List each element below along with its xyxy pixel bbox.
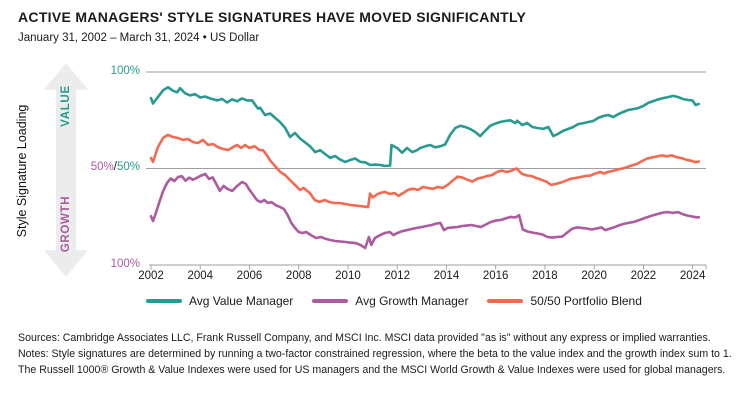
y-axis-label-bottom: 100% — [110, 258, 140, 270]
legend-swatch-avg-growth-manager — [312, 298, 349, 304]
x-axis-tick-label: 2018 — [532, 270, 558, 282]
y-axis-label-separator: / — [113, 161, 117, 173]
page-title: ACTIVE MANAGERS' STYLE SIGNATURES HAVE M… — [18, 9, 527, 25]
series-line-50-50-portfolio-blend — [149, 133, 701, 209]
x-axis-tick-label: 2014 — [433, 270, 460, 282]
x-axis-tick-label: 2016 — [482, 270, 509, 282]
legend-label: Avg Value Manager — [189, 294, 294, 308]
x-axis-tick-label: 2004 — [187, 270, 214, 282]
footnotes: Sources: Cambridge Associates LLC, Frank… — [18, 330, 735, 378]
y-axis-title: Style Signature Loading — [15, 104, 29, 238]
legend-swatch-50-50-portfolio-blend — [487, 298, 524, 304]
series-line-avg-growth-manager — [149, 172, 701, 250]
x-axis-tick-label: 2010 — [335, 270, 361, 282]
chart-legend: Avg Value Manager Avg Growth Manager 50/… — [146, 294, 642, 308]
methodology-note: Notes: Style signatures are determined b… — [18, 348, 732, 377]
legend-label: 50/50 Portfolio Blend — [530, 294, 642, 308]
x-axis-tick-label: 2020 — [581, 270, 607, 282]
x-axis-tick-label: 2024 — [679, 270, 706, 282]
legend-item-avg-value-manager: Avg Value Manager — [146, 294, 293, 308]
x-axis-tick-label: 2006 — [236, 270, 263, 282]
y-axis-label-50-growth: 50% — [90, 161, 114, 173]
legend-label: Avg Growth Manager — [355, 294, 469, 308]
series-line-avg-value-manager — [149, 85, 701, 168]
growth-direction-label: GROWTH — [60, 195, 72, 253]
sources-note: Sources: Cambridge Associates LLC, Frank… — [18, 332, 711, 344]
legend-swatch-avg-value-manager — [146, 298, 182, 304]
legend-item-50-50-portfolio-blend: 50/50 Portfolio Blend — [487, 294, 642, 308]
legend-item-avg-growth-manager: Avg Growth Manager — [312, 294, 468, 308]
value-direction-label: VALUE — [60, 85, 72, 127]
y-axis-label-top: 100% — [110, 65, 140, 77]
page-subtitle: January 31, 2002 – March 31, 2024 • US D… — [18, 32, 260, 44]
y-axis-label-middle: 50%/50% — [36, 161, 140, 173]
x-axis-tick-label: 2022 — [630, 270, 657, 282]
y-axis-label-50-value: 50% — [116, 161, 140, 173]
x-axis-tick-label: 2002 — [138, 270, 164, 282]
x-axis-tick-label: 2008 — [285, 270, 312, 282]
x-axis-tick-label: 2012 — [384, 270, 410, 282]
